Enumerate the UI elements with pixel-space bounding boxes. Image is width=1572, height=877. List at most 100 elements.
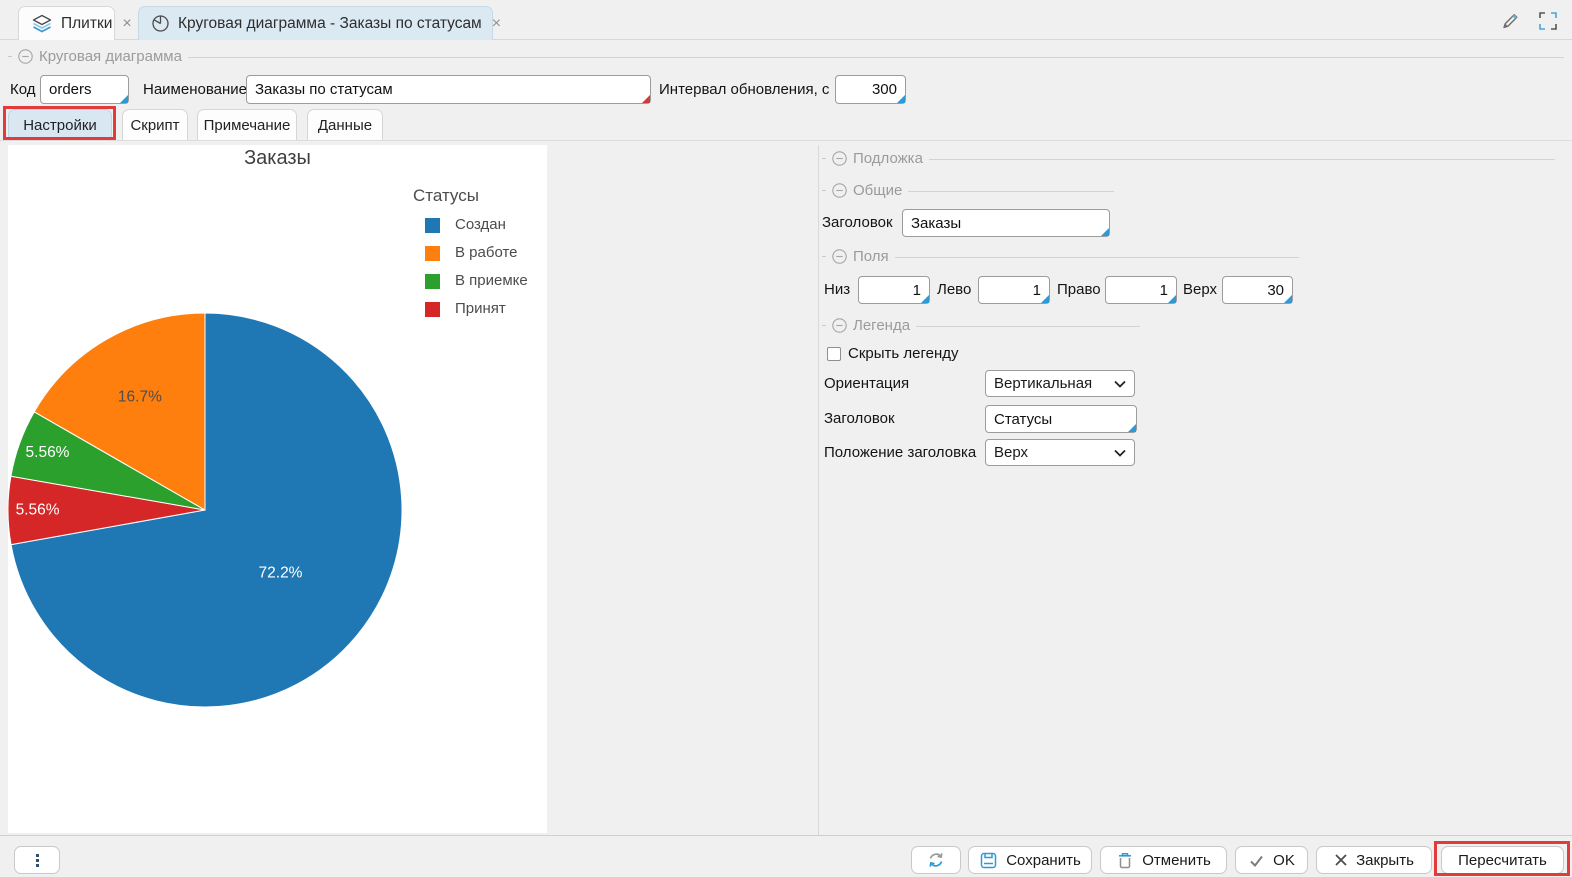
tab-tiles-label: Плитки	[61, 15, 112, 33]
group-rule	[908, 191, 1114, 192]
margins-section-title: Поля	[853, 248, 889, 265]
margin-left-field-wrap	[978, 276, 1050, 304]
collapse-icon[interactable]	[832, 249, 847, 264]
tab-script-label: Скрипт	[130, 117, 179, 134]
collapse-icon[interactable]	[832, 183, 847, 198]
name-input[interactable]	[247, 76, 650, 103]
legend-title: Статусы	[405, 186, 528, 206]
margin-left-label: Лево	[937, 276, 971, 304]
legend-header-position-value: Верх	[994, 444, 1114, 461]
close-button-label: Закрыть	[1356, 852, 1414, 869]
pie-chart-tab-icon	[151, 14, 170, 33]
recalculate-button[interactable]: Пересчитать	[1441, 846, 1564, 874]
legend-header-input[interactable]	[986, 406, 1136, 432]
legend-label-in-acceptance: В приемке	[455, 272, 528, 290]
legend-section-header: Легенда	[822, 317, 1140, 334]
legend-header-position-label: Положение заголовка	[824, 439, 976, 466]
collapse-icon[interactable]	[18, 49, 33, 64]
tab-note-label: Примечание	[204, 117, 291, 134]
legend-swatch-in-progress	[425, 246, 440, 261]
collapse-icon[interactable]	[832, 151, 847, 166]
collapse-icon[interactable]	[832, 318, 847, 333]
refresh-button[interactable]	[911, 846, 961, 874]
ok-button-label: OK	[1273, 852, 1295, 869]
group-tick	[822, 325, 826, 326]
legend-orientation-value: Вертикальная	[994, 375, 1114, 392]
tab-data-label: Данные	[318, 117, 372, 134]
legend-section-title: Легенда	[853, 317, 910, 334]
legend-swatch-in-acceptance	[425, 274, 440, 289]
legend-item: Принят	[405, 300, 528, 318]
margin-right-field-wrap	[1105, 276, 1177, 304]
refresh-icon	[925, 849, 947, 871]
name-label: Наименование	[143, 75, 247, 104]
group-rule	[895, 257, 1299, 258]
legend-label-accepted: Принят	[455, 300, 506, 318]
legend-item: В приемке	[405, 272, 528, 290]
tab-pie-chart-close-icon[interactable]: ×	[492, 15, 501, 33]
close-button[interactable]: Закрыть	[1316, 846, 1432, 874]
chart-legend: Статусы Создан В работе В приемке Принят	[405, 186, 528, 318]
group-tick	[822, 190, 826, 191]
legend-label-in-progress: В работе	[455, 244, 518, 262]
chevron-down-icon	[1114, 380, 1126, 388]
hide-legend-checkbox[interactable]	[827, 347, 841, 361]
legend-item: Создан	[405, 216, 528, 234]
field-required-corner-marker	[642, 95, 650, 103]
margin-left-input[interactable]	[979, 277, 1049, 303]
margin-right-input[interactable]	[1106, 277, 1176, 303]
tab-tiles-close-icon[interactable]: ×	[122, 15, 131, 33]
backdrop-section-header: Подложка	[822, 150, 1555, 167]
tab-pie-chart-orders[interactable]: Круговая диаграмма - Заказы по статусам …	[138, 6, 493, 40]
pie-chart: 72.2%5.56%5.56%16.7%	[3, 308, 407, 712]
legend-label-created: Создан	[455, 216, 506, 234]
general-section-title: Общие	[853, 182, 902, 199]
tab-pie-chart-label: Круговая диаграмма - Заказы по статусам	[178, 15, 482, 33]
footer-toolbar: Сохранить Отменить OK Закрыть	[0, 835, 1572, 877]
legend-header-position-select[interactable]: Верх	[985, 439, 1135, 466]
legend-orientation-select[interactable]: Вертикальная	[985, 370, 1135, 397]
refresh-interval-input[interactable]	[836, 76, 905, 103]
pie-slice-label: 5.56%	[16, 501, 60, 518]
tiles-icon	[31, 14, 53, 34]
code-input[interactable]	[41, 76, 128, 103]
chart-preview-panel: Заказы 72.2%5.56%5.56%16.7% Статусы Созд…	[8, 145, 547, 833]
tab-settings-label: Настройки	[23, 117, 97, 134]
ok-button[interactable]: OK	[1235, 846, 1308, 874]
margin-top-field-wrap	[1222, 276, 1293, 304]
tab-note[interactable]: Примечание	[197, 109, 297, 140]
field-corner-marker	[1041, 295, 1049, 303]
name-field-wrap	[246, 75, 651, 104]
margin-top-input[interactable]	[1223, 277, 1292, 303]
close-x-icon	[1334, 853, 1348, 867]
chart-header-label: Заголовок	[822, 209, 893, 237]
code-label: Код	[10, 75, 36, 104]
tab-tiles[interactable]: Плитки ×	[18, 6, 115, 40]
check-icon	[1248, 852, 1265, 869]
field-corner-marker	[897, 95, 905, 103]
margins-section-header: Поля	[822, 248, 1299, 265]
field-corner-marker	[1284, 295, 1292, 303]
general-section-header: Общие	[822, 182, 1114, 199]
save-button[interactable]: Сохранить	[968, 846, 1092, 874]
margin-top-label: Верх	[1183, 276, 1217, 304]
edit-pencil-icon[interactable]	[1498, 9, 1522, 33]
margin-bottom-input[interactable]	[859, 277, 929, 303]
fullscreen-icon[interactable]	[1536, 9, 1560, 33]
tab-settings[interactable]: Настройки	[8, 109, 112, 140]
legend-swatch-accepted	[425, 302, 440, 317]
chart-header-input[interactable]	[903, 210, 1109, 236]
panel-divider	[818, 145, 819, 835]
hide-legend-label: Скрыть легенду	[848, 345, 959, 363]
chart-title: Заказы	[8, 147, 547, 170]
cancel-button[interactable]: Отменить	[1100, 846, 1227, 874]
chevron-down-icon	[1114, 449, 1126, 457]
refresh-interval-label: Интервал обновления, с	[659, 75, 829, 104]
chart-header-field-wrap	[902, 209, 1110, 237]
tab-script[interactable]: Скрипт	[122, 109, 188, 140]
more-actions-button[interactable]	[14, 846, 60, 874]
tab-data[interactable]: Данные	[307, 109, 383, 140]
pie-slice-label: 72.2%	[259, 564, 303, 581]
margin-bottom-field-wrap	[858, 276, 930, 304]
editor-group-header: Круговая диаграмма	[8, 48, 1564, 65]
